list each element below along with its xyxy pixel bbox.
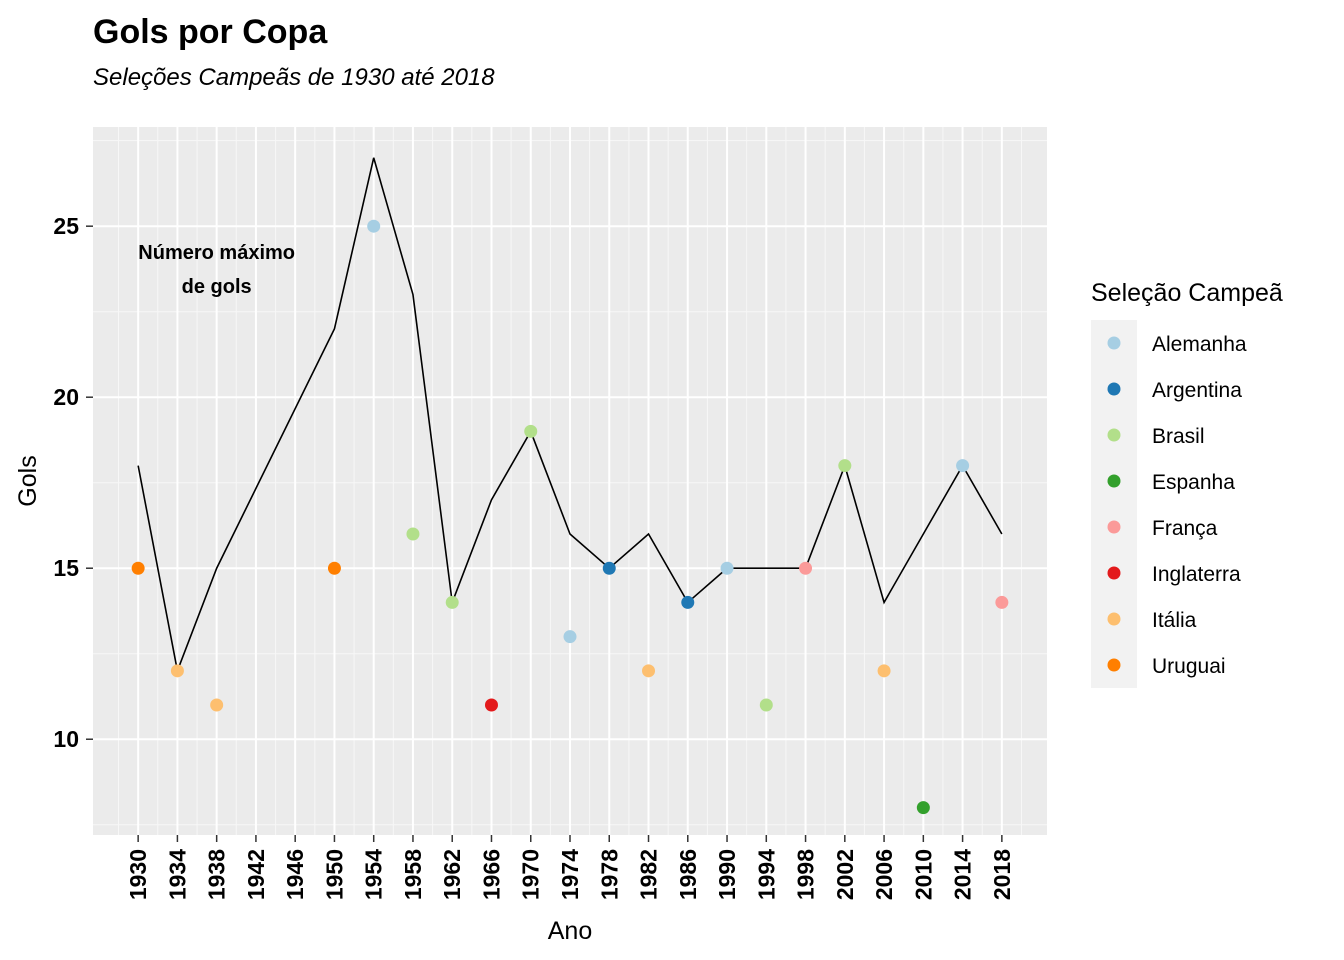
legend-label: Espanha bbox=[1152, 471, 1235, 494]
points-group bbox=[131, 219, 1009, 815]
data-point bbox=[877, 664, 891, 678]
x-tick-label: 1958 bbox=[400, 849, 426, 900]
y-tick-label: 10 bbox=[53, 726, 79, 752]
y-axis: 10 15 20 25 bbox=[53, 213, 93, 752]
data-point bbox=[131, 561, 145, 575]
y-tick-label: 15 bbox=[53, 555, 79, 581]
legend-label: Argentina bbox=[1152, 379, 1242, 402]
data-point bbox=[838, 459, 852, 473]
data-point bbox=[759, 698, 773, 712]
x-tick-label: 2014 bbox=[950, 849, 976, 900]
x-tick-label: 1950 bbox=[321, 849, 347, 900]
data-point bbox=[367, 219, 381, 233]
grid-major bbox=[93, 127, 1047, 835]
x-tick-label: 2006 bbox=[871, 849, 897, 900]
x-tick-label: 1966 bbox=[478, 849, 504, 900]
x-tick-label: 2018 bbox=[989, 849, 1015, 900]
x-axis: 1930 1934 1938 1942 1946 1950 1954 1958 1962 1966… bbox=[125, 835, 1015, 900]
chart-title: Gols por Copa bbox=[93, 13, 328, 51]
annotation-line-1: Número máximo bbox=[138, 242, 295, 264]
legend-key bbox=[1107, 612, 1121, 626]
legend-label: Uruguai bbox=[1152, 655, 1226, 678]
data-point bbox=[563, 630, 577, 644]
legend-label: Brasil bbox=[1152, 425, 1205, 448]
y-tick-label: 20 bbox=[53, 384, 79, 410]
data-point bbox=[406, 527, 420, 541]
legend-label: Inglaterra bbox=[1152, 563, 1241, 586]
x-tick-label: 2010 bbox=[910, 849, 936, 900]
annotation-line-2: de gols bbox=[182, 276, 252, 298]
data-point bbox=[642, 664, 656, 678]
x-tick-label: 1934 bbox=[164, 849, 190, 900]
chart-subtitle: Seleções Campeãs de 1930 até 2018 bbox=[93, 64, 495, 91]
x-tick-label: 1974 bbox=[557, 849, 583, 900]
legend-key bbox=[1107, 520, 1121, 534]
legend-key bbox=[1107, 566, 1121, 580]
legend-key bbox=[1107, 474, 1121, 488]
data-point bbox=[445, 595, 459, 609]
x-tick-label: 1970 bbox=[518, 849, 544, 900]
legend-key-background bbox=[1091, 320, 1137, 688]
data-point bbox=[956, 459, 970, 473]
x-tick-label: 1962 bbox=[439, 849, 465, 900]
legend-key bbox=[1107, 382, 1121, 396]
data-point bbox=[170, 664, 184, 678]
x-axis-title: Ano bbox=[548, 917, 592, 945]
data-point bbox=[720, 561, 734, 575]
y-axis-title: Gols bbox=[14, 455, 42, 506]
legend: Seleção Campeã Alemanha Argentina Brasil Es… bbox=[1091, 279, 1283, 688]
legend-title: Seleção Campeã bbox=[1091, 279, 1283, 307]
legend-label: Itália bbox=[1152, 609, 1197, 632]
x-tick-label: 1986 bbox=[675, 849, 701, 900]
legend-label: Alemanha bbox=[1152, 333, 1247, 356]
y-tick-label: 25 bbox=[53, 213, 79, 239]
data-point bbox=[995, 595, 1009, 609]
data-point bbox=[602, 561, 616, 575]
data-point bbox=[916, 801, 930, 815]
data-point bbox=[327, 561, 341, 575]
data-point bbox=[210, 698, 224, 712]
x-tick-label: 1994 bbox=[753, 849, 779, 900]
x-tick-label: 1954 bbox=[361, 849, 387, 900]
x-tick-label: 1978 bbox=[596, 849, 622, 900]
x-tick-label: 1930 bbox=[125, 849, 151, 900]
x-tick-label: 2002 bbox=[832, 849, 858, 900]
x-tick-label: 1998 bbox=[793, 849, 819, 900]
x-tick-label: 1946 bbox=[282, 849, 308, 900]
data-point bbox=[484, 698, 498, 712]
legend-key bbox=[1107, 658, 1121, 672]
x-tick-label: 1942 bbox=[243, 849, 269, 900]
legend-label: França bbox=[1152, 517, 1218, 540]
data-point bbox=[524, 424, 538, 438]
x-tick-label: 1938 bbox=[204, 849, 230, 900]
data-point bbox=[681, 595, 695, 609]
annotation: Número máximo de gols bbox=[138, 242, 295, 298]
legend-key bbox=[1107, 336, 1121, 350]
x-tick-label: 1990 bbox=[714, 849, 740, 900]
legend-key bbox=[1107, 428, 1121, 442]
x-tick-label: 1982 bbox=[636, 849, 662, 900]
data-point bbox=[799, 561, 813, 575]
